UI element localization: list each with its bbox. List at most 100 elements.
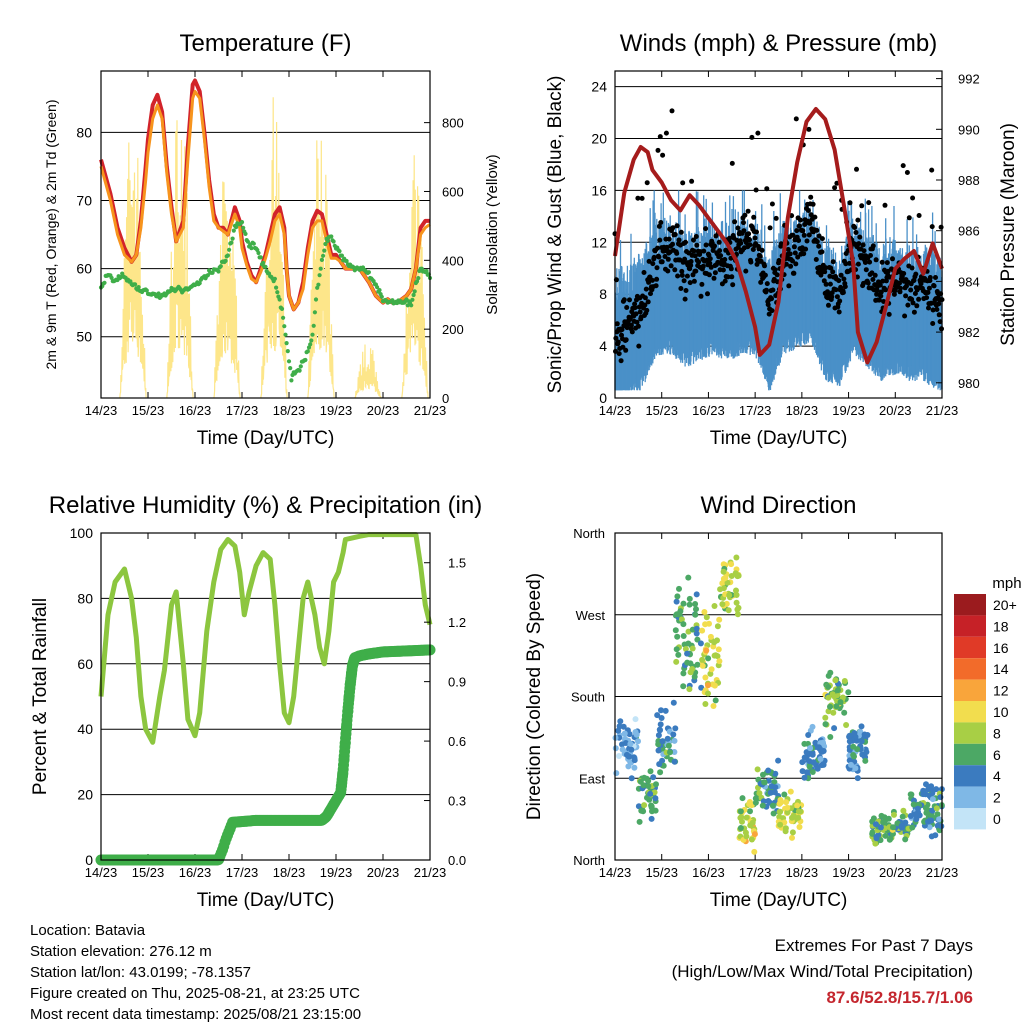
direction-point (685, 640, 692, 647)
x-tick-label: 14/23 (599, 403, 632, 418)
dewpoint-point (319, 257, 324, 262)
dewpoint-point (322, 248, 327, 253)
gust-point (927, 275, 933, 280)
direction-point (922, 805, 929, 811)
gust-point (852, 225, 858, 230)
gust-point (879, 259, 885, 265)
gust-point (890, 256, 895, 262)
y2-tick-label: 0.3 (448, 794, 466, 809)
extremes-values: 87.6/52.8/15.7/1.06 (826, 988, 973, 1007)
gust-point (791, 244, 797, 250)
direction-point (613, 770, 620, 777)
x-tick-label: 18/23 (786, 865, 819, 880)
direction-point (851, 753, 857, 760)
direction-point (890, 824, 896, 831)
dewpoint-point (411, 292, 416, 298)
gust-point (883, 287, 888, 293)
direction-point (882, 832, 889, 839)
direction-point (805, 732, 812, 738)
direction-point (628, 746, 635, 753)
panel-4: Wind Direction 14/23 15/23 16/23 17/23 18/23 1… (524, 492, 958, 911)
direction-point (925, 818, 931, 825)
gust-point (670, 241, 675, 247)
dewpoint-point (243, 231, 248, 236)
direction-point (697, 640, 704, 647)
direction-point (751, 848, 758, 855)
direction-point (658, 715, 665, 721)
gust-point (913, 271, 919, 277)
gust-point (657, 134, 663, 140)
dewpoint-point (311, 323, 316, 328)
gust-point (743, 268, 749, 274)
gust-point (882, 202, 888, 208)
gust-point (680, 180, 686, 186)
legend-label: 8 (993, 725, 1001, 741)
direction-point (684, 650, 691, 657)
direction-point (909, 824, 916, 831)
legend-label: 6 (993, 747, 1001, 763)
direction-point (816, 745, 823, 752)
gust-point (752, 235, 758, 241)
gust-point (822, 269, 828, 275)
y2-tick-label: 800 (442, 116, 464, 131)
gust-point (933, 275, 938, 280)
gust-point (793, 261, 799, 267)
info-latlon: Station lat/lon: 43.0199; -78.1357 (30, 964, 252, 981)
direction-point (825, 683, 832, 690)
direction-point (748, 836, 755, 843)
direction-point (672, 627, 679, 634)
direction-point (872, 840, 879, 847)
direction-point (654, 712, 661, 719)
direction-point (656, 761, 663, 768)
direction-point (692, 601, 699, 607)
direction-point (887, 835, 894, 842)
x-tick-label: 15/23 (132, 865, 165, 880)
dewpoint-point (274, 285, 279, 290)
pressure-series (613, 107, 944, 365)
gust-point (618, 358, 624, 364)
gust-point (837, 298, 843, 304)
gust-point (616, 351, 622, 357)
x-tick-label: 21/23 (926, 865, 959, 880)
gust-series (612, 108, 945, 364)
direction-point (934, 811, 941, 818)
direction-point (693, 591, 700, 598)
dewpoint-point (415, 279, 420, 284)
legend-label: 16 (993, 640, 1009, 656)
y2-tick-label: 988 (958, 173, 980, 188)
direction-point (841, 709, 848, 716)
direction-point (789, 834, 795, 841)
gust-point (938, 224, 944, 230)
direction-point (714, 623, 721, 630)
direction-point (783, 799, 790, 806)
direction-point (863, 749, 870, 755)
gust-point (769, 201, 775, 207)
gust-point (918, 281, 924, 287)
legend-swatch (954, 765, 986, 787)
gust-point (738, 240, 744, 246)
direction-point (726, 592, 733, 599)
direction-point (699, 656, 706, 663)
direction-point (796, 824, 803, 830)
gust-point (632, 305, 638, 311)
panel-2: Winds (mph) & Pressure (mb) 14/23 15/23 16/… (545, 30, 1019, 449)
legend-title: mph (992, 575, 1021, 592)
direction-point (760, 771, 766, 778)
direction-point (880, 819, 887, 826)
dewpoint-point (310, 332, 315, 337)
legend-swatch (954, 786, 986, 808)
gust-point (860, 242, 866, 248)
gust-point (684, 273, 690, 279)
direction-point (930, 787, 937, 794)
gust-point (637, 309, 643, 315)
y2-tick-label: 600 (442, 184, 464, 199)
x-tick-label: 18/23 (786, 403, 819, 418)
gust-point (902, 313, 908, 319)
gust-point (900, 163, 906, 169)
station-info: Location: Batavia Station elevation: 276… (30, 920, 361, 1025)
series-2m-t (99, 78, 430, 312)
gust-point (708, 264, 714, 270)
direction-point (872, 821, 879, 828)
gust-point (672, 232, 678, 237)
gust-point (903, 293, 909, 299)
